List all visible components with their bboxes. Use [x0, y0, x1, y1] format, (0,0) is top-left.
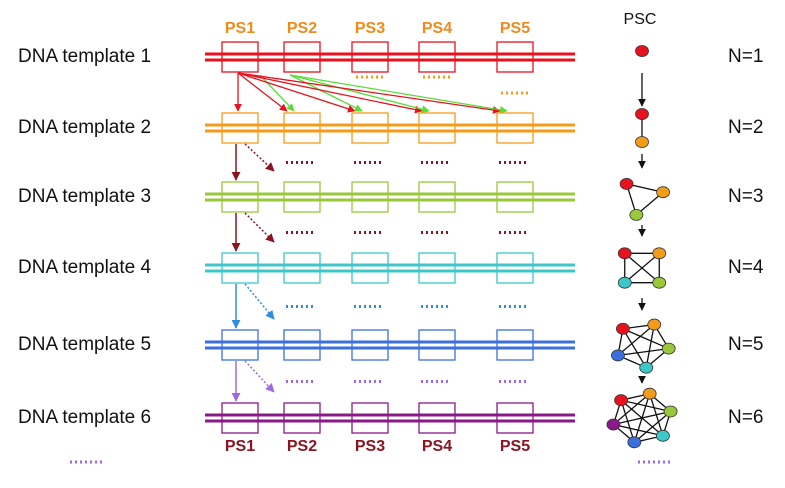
- ps-box: [351, 329, 389, 361]
- psc-node: [642, 387, 657, 400]
- ps-box: [496, 402, 534, 434]
- psc-edge: [624, 252, 660, 284]
- psc-node: [639, 361, 654, 374]
- bottom-ps-label: PS2: [287, 438, 317, 455]
- top-ps-label: PS3: [355, 20, 385, 37]
- bottom-ps-label: PS4: [422, 438, 452, 455]
- red-arrow: [237, 72, 501, 114]
- dotted-arrow: [244, 212, 275, 243]
- psc-node: [614, 394, 628, 407]
- dotted-arrow: [244, 143, 275, 172]
- ps-box: [418, 181, 456, 213]
- ps-box: [496, 329, 534, 361]
- psc-node: [656, 429, 670, 442]
- row-label: DNA template 6: [18, 407, 151, 428]
- green-arrow: [259, 74, 295, 112]
- ps-box: [283, 252, 321, 284]
- ps-box: [221, 181, 259, 213]
- psc-node: [611, 349, 625, 362]
- psc-edge: [613, 423, 664, 437]
- ps-box: [351, 402, 389, 434]
- ps-box: [221, 41, 259, 73]
- ps-box: [496, 252, 534, 284]
- psc-node: [616, 322, 630, 335]
- row-label: DNA template 4: [18, 257, 151, 278]
- psc-node: [627, 436, 642, 449]
- n-label: N=1: [728, 46, 763, 67]
- ps-box: [283, 329, 321, 361]
- n-label: N=4: [728, 257, 764, 278]
- green-arrow: [289, 74, 430, 114]
- ps-box: [351, 41, 389, 73]
- ps-box: [283, 181, 321, 213]
- ps-box: [418, 41, 456, 73]
- row-label: DNA template 1: [18, 46, 151, 67]
- top-ps-label: PS1: [225, 20, 255, 37]
- red-arrow: [237, 72, 288, 112]
- ps-box: [418, 112, 456, 144]
- ps-box: [221, 402, 259, 434]
- row-label: DNA template 5: [18, 334, 151, 355]
- top-ps-label: PS2: [287, 20, 317, 37]
- top-ps-label: PS5: [500, 20, 530, 37]
- ps-box: [221, 329, 259, 361]
- n-label: N=6: [728, 407, 763, 428]
- green-arrow: [289, 74, 508, 114]
- bottom-ps-label: PS5: [500, 438, 530, 455]
- n-label: N=3: [728, 186, 763, 207]
- psc-edge: [633, 410, 672, 443]
- row-label: DNA template 2: [18, 117, 151, 138]
- psc-node: [629, 208, 644, 221]
- ps-box: [283, 112, 321, 144]
- psc-node: [619, 177, 634, 190]
- ps-box: [221, 112, 259, 144]
- ps-box: [418, 402, 456, 434]
- ps-box: [351, 252, 389, 284]
- ps-box: [351, 181, 389, 213]
- ps-box: [496, 41, 534, 73]
- green-arrow: [289, 74, 363, 112]
- psc-edge: [645, 324, 655, 368]
- psc-node: [617, 247, 632, 260]
- n-label: N=5: [728, 334, 763, 355]
- psc-label: PSC: [624, 11, 657, 28]
- top-ps-label: PS4: [422, 20, 452, 37]
- psc-edge: [613, 410, 671, 426]
- psc-node: [635, 108, 649, 120]
- psc-node: [635, 136, 649, 148]
- dotted-arrow: [244, 283, 275, 320]
- psc-node: [661, 342, 676, 355]
- psc-node: [656, 186, 670, 199]
- red-arrow: [237, 72, 423, 114]
- row-label: DNA template 3: [18, 186, 151, 207]
- psc-node: [635, 45, 649, 57]
- psc-node: [652, 276, 667, 289]
- ps-box: [496, 181, 534, 213]
- layer: PS1 PS2 PS3 PS4 PS5 PS1 PS2 PS3 PS4 PS5 DNA templa…: [18, 20, 764, 464]
- psc-edge: [612, 393, 651, 426]
- n-label: N=2: [728, 117, 763, 138]
- red-arrow: [237, 72, 356, 113]
- psc-node: [617, 276, 632, 289]
- psc-edge: [622, 328, 669, 350]
- psc-node: [663, 405, 678, 418]
- bottom-ps-label: PS3: [355, 438, 385, 455]
- ps-box: [496, 112, 534, 144]
- ps-box: [418, 252, 456, 284]
- psc-node: [647, 318, 662, 331]
- psc-edge: [617, 347, 669, 357]
- psc-node: [606, 418, 621, 431]
- ps-box: [283, 41, 321, 73]
- psc-edge: [617, 324, 655, 356]
- ps-box: [418, 329, 456, 361]
- psc-node: [652, 247, 667, 260]
- psc-edge: [622, 328, 647, 369]
- ps-box: [351, 112, 389, 144]
- ps-box: [221, 252, 259, 284]
- bottom-ps-label: PS1: [225, 438, 255, 455]
- ps-box: [283, 402, 321, 434]
- dotted-arrow: [244, 360, 275, 393]
